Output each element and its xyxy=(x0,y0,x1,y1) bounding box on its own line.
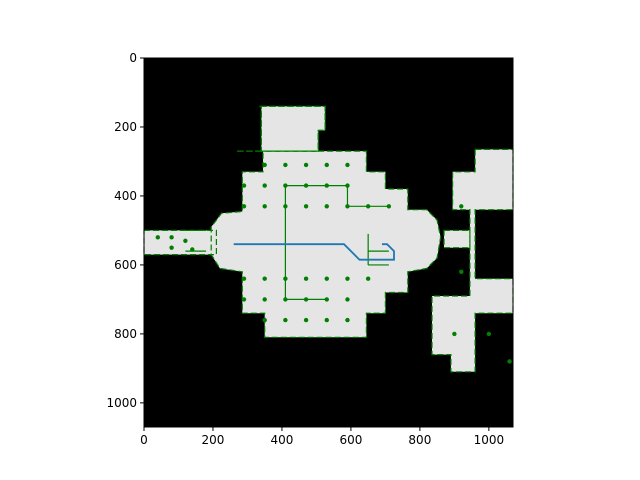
obstacle-marker xyxy=(283,163,287,167)
x-tick-label: 400 xyxy=(270,433,293,447)
x-tick-label: 0 xyxy=(140,433,148,447)
obstacle-marker xyxy=(304,183,308,187)
obstacle-marker xyxy=(325,318,329,322)
obstacle-marker xyxy=(459,270,463,274)
y-tick-label: 400 xyxy=(114,189,137,203)
obstacle-marker xyxy=(304,204,308,208)
obstacle-marker xyxy=(304,297,308,301)
obstacle-marker xyxy=(283,183,287,187)
obstacle-marker xyxy=(183,239,187,243)
obstacle-marker xyxy=(283,318,287,322)
obstacle-marker xyxy=(325,163,329,167)
obstacle-marker xyxy=(345,277,349,281)
obstacle-marker xyxy=(487,332,491,336)
obstacle-marker xyxy=(387,204,391,208)
free-space-region xyxy=(260,106,326,151)
obstacle-marker xyxy=(345,297,349,301)
obstacle-marker xyxy=(190,247,194,251)
obstacle-marker xyxy=(325,277,329,281)
x-tick-label: 800 xyxy=(408,433,431,447)
map-plot-area xyxy=(144,58,513,427)
obstacle-marker xyxy=(263,204,267,208)
obstacle-marker xyxy=(263,318,267,322)
y-tick-label: 0 xyxy=(129,51,137,65)
obstacle-marker xyxy=(366,277,370,281)
y-axis: 0 200 400 600 800 1000 xyxy=(106,51,144,410)
obstacle-marker xyxy=(345,318,349,322)
obstacle-marker xyxy=(325,297,329,301)
obstacle-marker xyxy=(366,204,370,208)
obstacle-marker xyxy=(283,297,287,301)
obstacle-marker xyxy=(169,245,173,249)
obstacle-marker xyxy=(242,277,246,281)
obstacle-marker xyxy=(304,277,308,281)
obstacle-marker xyxy=(283,277,287,281)
x-tick-label: 1000 xyxy=(474,433,505,447)
obstacle-marker xyxy=(325,204,329,208)
obstacle-marker xyxy=(263,297,267,301)
obstacle-marker xyxy=(345,183,349,187)
obstacle-marker xyxy=(325,183,329,187)
x-tick-label: 200 xyxy=(202,433,225,447)
y-tick-label: 800 xyxy=(114,327,137,341)
y-tick-label: 1000 xyxy=(106,396,137,410)
obstacle-marker xyxy=(452,332,456,336)
obstacle-marker xyxy=(242,297,246,301)
obstacle-marker xyxy=(507,359,511,363)
obstacle-marker xyxy=(242,204,246,208)
obstacle-marker xyxy=(242,183,246,187)
obstacle-marker xyxy=(263,163,267,167)
obstacle-marker xyxy=(304,163,308,167)
obstacle-marker xyxy=(263,183,267,187)
free-space-region xyxy=(444,230,470,247)
obstacle-marker xyxy=(169,235,173,239)
x-tick-label: 600 xyxy=(339,433,362,447)
obstacle-marker xyxy=(283,204,287,208)
obstacle-marker xyxy=(345,204,349,208)
x-axis: 0 200 400 600 800 1000 xyxy=(140,427,504,447)
obstacle-marker xyxy=(459,204,463,208)
obstacle-marker xyxy=(304,318,308,322)
obstacle-marker xyxy=(345,163,349,167)
y-tick-label: 600 xyxy=(114,258,137,272)
y-tick-label: 200 xyxy=(114,120,137,134)
obstacle-marker xyxy=(156,235,160,239)
obstacle-marker xyxy=(263,277,267,281)
